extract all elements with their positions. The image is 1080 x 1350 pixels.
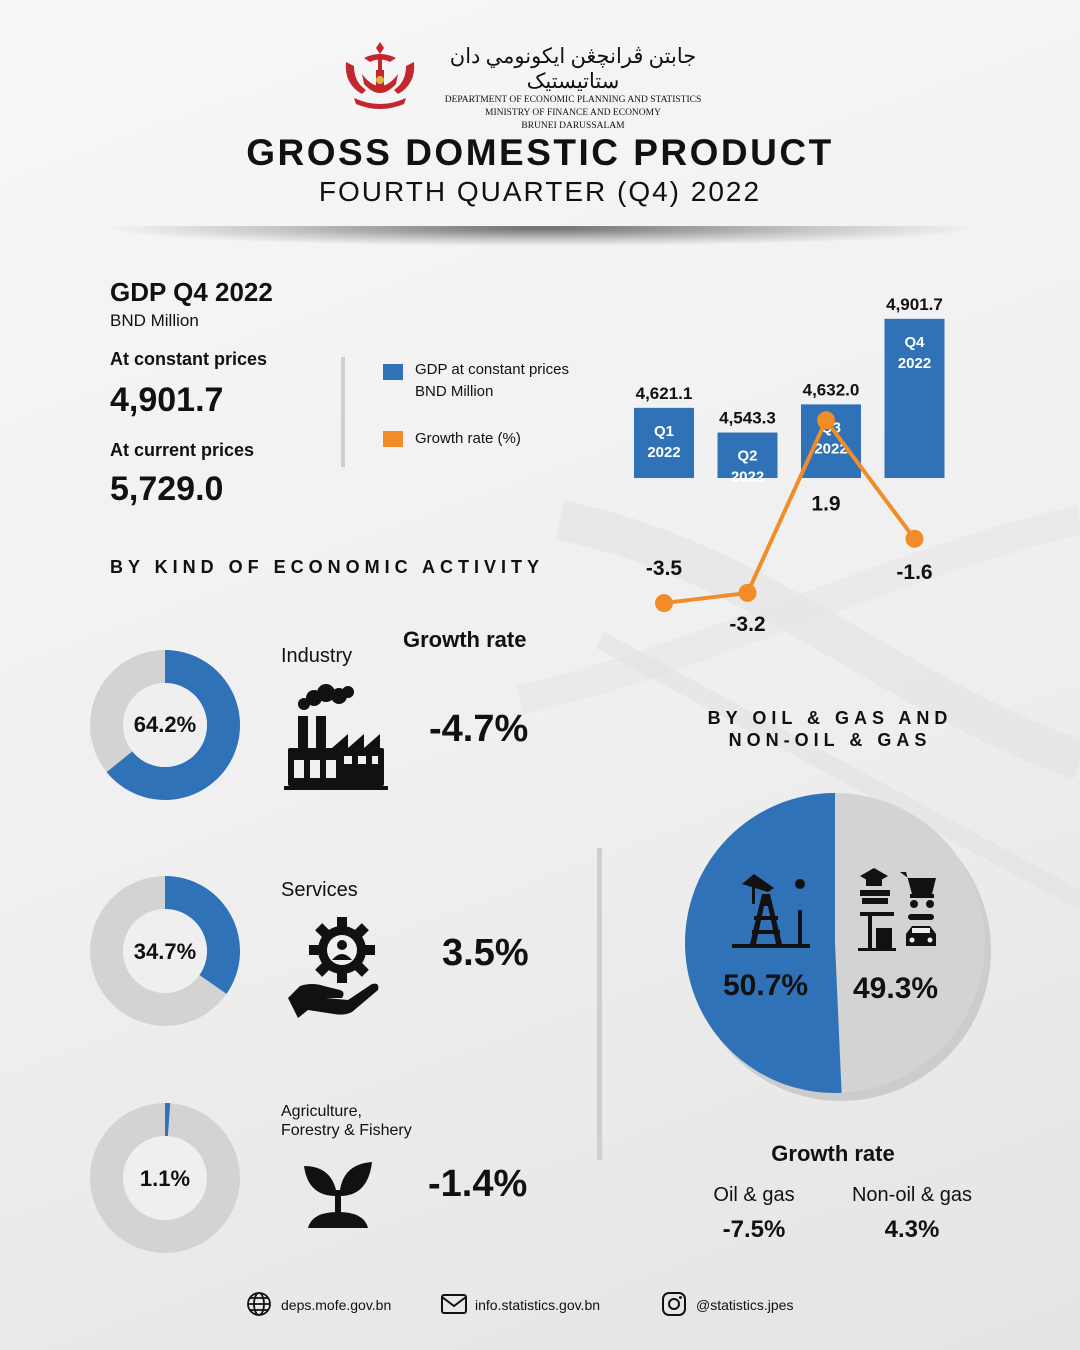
gdp-heading: GDP Q4 2022: [110, 277, 273, 307]
agri-label-line1: Agriculture,: [281, 1103, 362, 1120]
agri-label-line2: Forestry & Fishery: [281, 1122, 412, 1139]
legend-gdp-swatch: [383, 364, 403, 380]
growth-point: [655, 594, 673, 613]
bar-value-label: 4,632.0: [803, 380, 860, 399]
bar-category-label: Q1: [654, 423, 674, 440]
growth-value-label: -1.6: [896, 561, 932, 584]
current-prices-label: At current prices: [110, 440, 255, 460]
donut-segment: [106, 650, 240, 800]
agri-growth: -1.4%: [428, 1163, 528, 1205]
sprout-icon: [304, 1162, 372, 1228]
bar-q2: [717, 432, 778, 478]
industry-donut: [90, 650, 240, 800]
growth-point: [738, 583, 757, 602]
quarterly-gdp-chart: 4,621.1Q120224,543.3Q220224,632.0Q320224…: [634, 295, 945, 636]
bar-q4: [884, 318, 945, 478]
agri-donut: [90, 1103, 240, 1253]
legend-gdp-line1: GDP at constant prices: [415, 361, 569, 378]
services-share: 34.7%: [133, 939, 197, 964]
footer-website[interactable]: deps.mofe.gov.bn: [281, 1297, 392, 1313]
title-divider: [110, 226, 970, 246]
agri-share: 1.1%: [139, 1166, 191, 1191]
gdp-unit: BND Million: [110, 311, 199, 330]
non-oil-icons: [858, 868, 936, 951]
header-country: BRUNEI DARUSSALAM: [521, 121, 625, 131]
factory-icon: [284, 684, 388, 790]
growth-point: [817, 411, 835, 430]
activity-growth-heading: Growth rate: [403, 627, 527, 652]
growth-value-label: 1.9: [811, 492, 840, 515]
page-title: GROSS DOMESTIC PRODUCT: [246, 132, 834, 173]
bar-value-label: 4,621.1: [636, 384, 693, 403]
oil-growth: -7.5%: [722, 1216, 786, 1243]
gear-hand-icon: [288, 917, 379, 1018]
page-subtitle: FOURTH QUARTER (Q4) 2022: [318, 176, 762, 207]
industry-share: 64.2%: [133, 712, 197, 737]
legend-gdp-line2: BND Million: [415, 383, 494, 400]
footer-instagram[interactable]: @statistics.jpes: [696, 1297, 794, 1313]
legend-growth-swatch: [383, 431, 403, 447]
globe-icon: [247, 1292, 271, 1316]
activity-section-title: BY KIND OF ECONOMIC ACTIVITY: [110, 557, 545, 577]
pie-slice-oil: [685, 793, 842, 1093]
donut-segment: [165, 876, 240, 994]
bar-category-label: 2022: [898, 355, 931, 372]
growth-point: [905, 529, 924, 548]
crest-icon: [345, 42, 415, 109]
bar-category-label: 2022: [647, 444, 680, 461]
services-growth: 3.5%: [442, 932, 529, 974]
oil-rig-icon: [732, 874, 810, 948]
bar-category-label: 2022: [731, 469, 764, 486]
services-donut: [90, 876, 240, 1026]
legend-growth-label: Growth rate (%): [415, 430, 521, 447]
bar-category-label: 2022: [814, 440, 847, 457]
bar-category-label: Q2: [737, 448, 757, 465]
growth-rate-line: [663, 418, 917, 606]
footer-email[interactable]: info.statistics.gov.bn: [475, 1297, 601, 1313]
growth-value-label: -3.5: [646, 557, 683, 580]
oilgas-title-line1: BY OIL & GAS AND: [707, 708, 953, 728]
bar-value-label: 4,543.3: [719, 409, 776, 428]
section-divider: [597, 848, 602, 1160]
header-department: DEPARTMENT OF ECONOMIC PLANNING AND STAT…: [444, 95, 702, 105]
oilgas-growth-heading: Growth rate: [771, 1141, 895, 1166]
current-prices-value: 5,729.0: [110, 470, 224, 508]
bar-category-label: Q4: [904, 334, 925, 351]
bar-value-label: 4,901.7: [886, 295, 943, 314]
agri-label: Agriculture, Forestry & Fishery: [281, 1102, 412, 1140]
constant-prices-label: At constant prices: [110, 349, 268, 369]
oilgas-section-title: BY OIL & GAS AND NON-OIL & GAS: [640, 707, 1020, 751]
donut-hole: [123, 909, 207, 993]
industry-label: Industry: [281, 645, 353, 667]
industry-growth: -4.7%: [429, 708, 529, 750]
donut-segment: [165, 1103, 171, 1137]
donut-hole: [123, 683, 207, 767]
summary-divider: [341, 357, 345, 467]
oilgas-title-line2: NON-OIL & GAS: [728, 730, 932, 750]
mail-icon: [441, 1294, 467, 1314]
header-ministry: MINISTRY OF FINANCE AND ECONOMY: [485, 108, 661, 118]
header-jawi: جابتن ڤرانچڠن ايكونومي دان ستاتيستيک: [449, 44, 697, 93]
nonoil-label: Non-oil & gas: [851, 1184, 973, 1206]
nonoil-growth: 4.3%: [884, 1216, 940, 1243]
growth-value-label: -3.2: [729, 613, 765, 636]
constant-prices-value: 4,901.7: [110, 381, 224, 419]
donut-hole: [123, 1136, 207, 1220]
header-text-block: جابتن ڤرانچڠن ايكونومي دان ستاتيستيک DEP…: [423, 44, 723, 133]
nonoil-share: 49.3%: [853, 972, 939, 1005]
instagram-icon: [662, 1292, 686, 1316]
oil-label: Oil & gas: [713, 1184, 795, 1206]
legend-gdp-label: GDP at constant prices BND Million: [415, 359, 569, 403]
bar-q1: [634, 407, 694, 478]
oilgas-pie: [685, 793, 991, 1101]
services-label: Services: [281, 879, 358, 901]
oil-share: 50.7%: [723, 969, 809, 1002]
